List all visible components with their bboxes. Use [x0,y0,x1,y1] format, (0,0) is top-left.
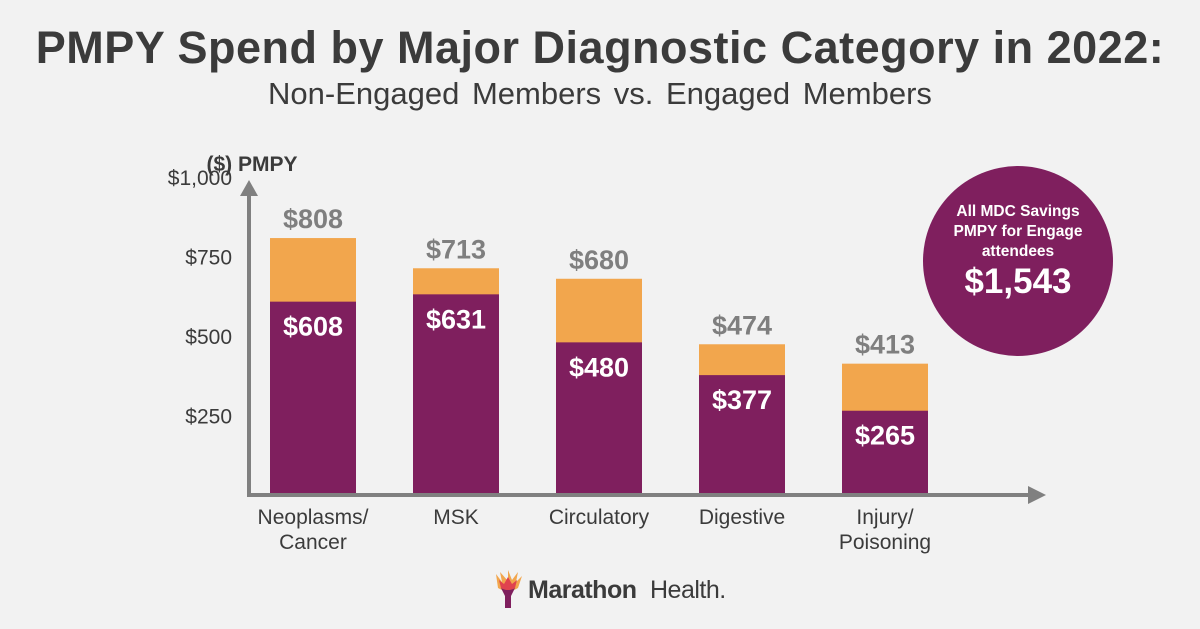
brand-name-bold: Marathon [528,576,637,604]
brand-name-light: Health. [650,576,726,604]
data-label-engaged: $377 [712,385,772,415]
data-label-engaged: $480 [569,352,629,382]
bar-engaged [413,294,499,495]
bar-engaged [842,410,928,495]
data-label-non-engaged: $680 [569,245,629,275]
data-label-engaged: $608 [283,312,343,342]
y-tick-label: $250 [185,406,232,429]
x-tick-label: MSK [433,506,479,529]
page-subtitle: Non-Engaged Members vs. Engaged Members [268,76,932,111]
savings-callout: All MDC Savings PMPY for Engage attendee… [923,166,1113,356]
bar-engaged [556,342,642,495]
y-tick-label: $500 [185,326,232,349]
x-tick-label: Injury/ [856,506,913,529]
x-tick-label: Neoplasms/ [258,506,369,529]
data-label-non-engaged: $713 [426,234,486,264]
x-tick-label: Circulatory [549,506,650,529]
data-label-engaged: $631 [426,304,486,334]
savings-callout-text: All MDC Savings PMPY for Engage attendee… [953,203,1083,260]
y-tick-label: $1,000 [168,167,232,190]
page-title: PMPY Spend by Major Diagnostic Category … [35,22,1165,73]
savings-callout-value: $1,543 [964,262,1072,301]
data-label-non-engaged: $413 [855,330,915,360]
x-axis-arrow [1028,486,1046,504]
x-tick-label: Poisoning [839,531,931,554]
bar-engaged [270,301,356,495]
y-axis-label: ($) PMPY [206,153,297,176]
data-label-non-engaged: $474 [712,310,772,340]
data-label-non-engaged: $808 [283,204,343,234]
x-tick-label: Cancer [279,531,347,554]
data-label-engaged: $265 [855,421,915,451]
x-tick-label: Digestive [699,506,785,529]
flame-icon [496,570,522,608]
y-tick-label: $750 [185,247,232,270]
bar-engaged [699,375,785,495]
y-axis-arrow [240,180,258,196]
